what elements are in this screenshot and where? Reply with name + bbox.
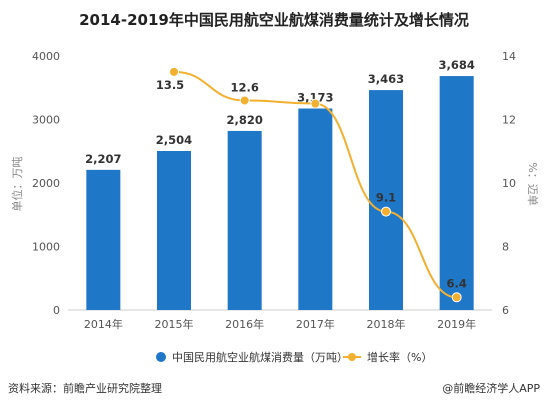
growth-point xyxy=(451,292,462,303)
growth-value-label: 12.6 xyxy=(230,80,258,94)
x-tick-label: 2018年 xyxy=(367,317,406,331)
growth-point xyxy=(169,66,179,77)
bar xyxy=(369,90,403,310)
legend-bar-swatch xyxy=(156,352,166,362)
bar-value-label: 2,820 xyxy=(226,113,262,127)
y-tick-label: 0 xyxy=(53,304,60,317)
y2-tick-label: 12 xyxy=(502,114,516,127)
y-tick-label: 2000 xyxy=(32,177,60,190)
bar xyxy=(227,130,262,310)
y-tick-label: 3000 xyxy=(32,114,60,127)
y2-tick-label: 8 xyxy=(502,241,509,254)
growth-point xyxy=(239,95,250,106)
y2-tick-label: 6 xyxy=(502,304,509,317)
bar-value-label: 3,684 xyxy=(438,58,474,72)
brand-note: @前瞻经济学人APP xyxy=(442,381,540,395)
legend-line-marker xyxy=(348,353,356,361)
chart-title: 2014-2019年中国民用航空业航煤消费量统计及增长情况 xyxy=(79,11,469,29)
growth-value-label: 9.1 xyxy=(376,191,396,205)
x-tick-label: 2015年 xyxy=(155,317,194,331)
bars xyxy=(86,76,474,311)
bar xyxy=(86,169,121,310)
growth-point xyxy=(310,98,321,109)
x-ticks: 2014年 2015年 2016年 2017年 2018年 2019年 xyxy=(84,317,476,331)
bar-value-label: 2,504 xyxy=(156,133,192,147)
source-note: 资料来源：前瞻产业研究院整理 xyxy=(8,381,162,395)
y2-tick-label: 14 xyxy=(502,50,516,63)
bar-value-label: 3,463 xyxy=(368,72,404,86)
bar xyxy=(439,76,474,310)
y-left-ticks: 0 1000 2000 3000 4000 xyxy=(32,50,60,317)
y2-tick-label: 10 xyxy=(502,177,516,190)
x-tick-label: 2019年 xyxy=(437,317,476,331)
bar-value-label: 2,207 xyxy=(85,152,121,166)
y2-axis-title: %：迈单 xyxy=(526,162,539,205)
bar-labels: 2,207 2,504 2,820 3,173 3,463 3,684 xyxy=(85,58,475,166)
legend-line-label: 增长率（%） xyxy=(367,350,432,364)
bar xyxy=(157,150,191,310)
x-tick-label: 2014年 xyxy=(84,317,123,331)
y-right-ticks: 6 8 10 12 14 xyxy=(502,50,516,317)
legend-bar-label: 中国民用航空业航煤消费量（万吨） xyxy=(172,350,348,364)
y-tick-label: 1000 xyxy=(32,241,60,254)
growth-line-path xyxy=(173,70,457,299)
growth-line xyxy=(169,66,462,303)
growth-value-label: 6.4 xyxy=(446,276,466,290)
bar-value-label: 3,173 xyxy=(297,91,333,105)
growth-value-label: 13.5 xyxy=(156,78,184,92)
x-tick-label: 2016年 xyxy=(225,317,264,331)
y-axis-title: 单位：万吨 xyxy=(10,157,24,212)
x-tick-label: 2017年 xyxy=(296,317,335,331)
growth-point xyxy=(381,206,391,217)
y-tick-label: 4000 xyxy=(32,50,60,63)
legend: 中国民用航空业航煤消费量（万吨） 增长率（%） xyxy=(156,350,432,364)
growth-labels: 13.5 12.6 9.1 6.4 xyxy=(156,78,467,290)
bar xyxy=(298,108,333,311)
